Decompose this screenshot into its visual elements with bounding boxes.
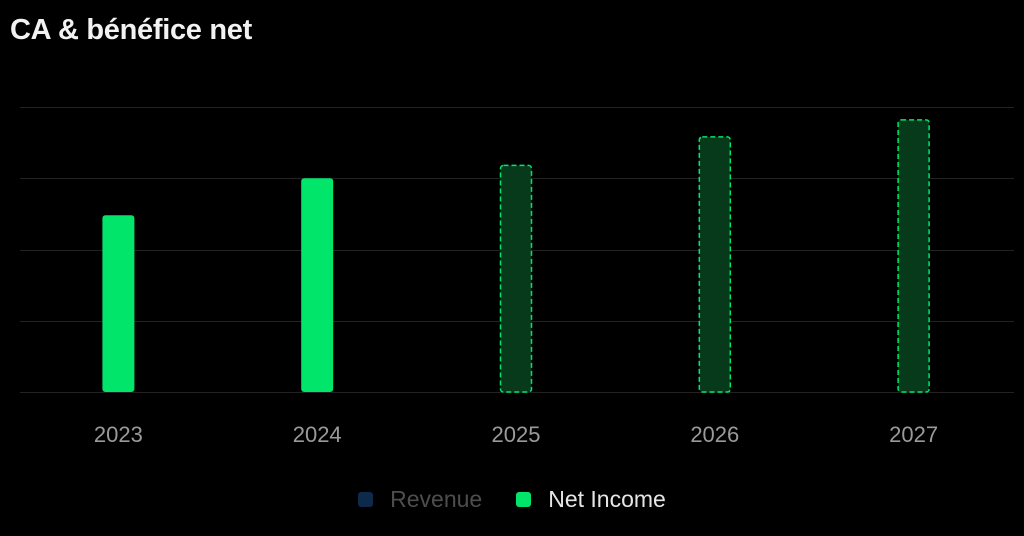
x-tick-label-2027: 2027 xyxy=(889,422,938,447)
legend-item-revenue[interactable]: Revenue xyxy=(358,486,482,513)
x-tick-label-2026: 2026 xyxy=(690,422,739,447)
legend-swatch-revenue xyxy=(358,492,374,507)
x-tick-label-2025: 2025 xyxy=(492,422,541,447)
x-tick-label-2023: 2023 xyxy=(94,422,143,447)
legend-item-net-income[interactable]: Net Income xyxy=(516,486,666,513)
bar-2023 xyxy=(102,215,135,392)
chart-plot: 2023 2024 2025 2026 2027 xyxy=(20,107,1014,447)
legend-label-net-income: Net Income xyxy=(548,486,666,512)
bar-2027-forecast xyxy=(897,119,930,393)
x-tick-label-2024: 2024 xyxy=(293,422,342,447)
bar-2024 xyxy=(301,178,334,392)
bar-2025-forecast xyxy=(499,164,533,393)
legend-swatch-net-income xyxy=(516,492,532,507)
bar-2026-forecast xyxy=(698,136,732,393)
chart-title: CA & bénéfice net xyxy=(10,14,252,46)
legend-label-revenue: Revenue xyxy=(390,486,483,512)
chart-legend: Revenue Net Income xyxy=(0,486,1024,513)
